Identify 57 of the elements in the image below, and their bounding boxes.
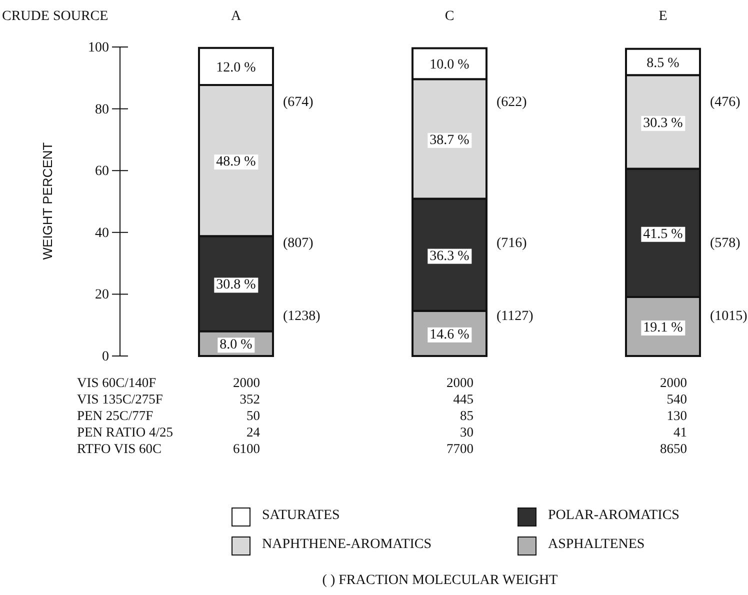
text: VIS 135C/275F bbox=[77, 392, 164, 406]
legend-label: SATURATES bbox=[262, 508, 340, 523]
data-label: 10.0 % bbox=[430, 58, 470, 73]
annotation: (1238) bbox=[283, 309, 321, 324]
annotation: (1127) bbox=[496, 309, 534, 324]
data-label: 36.3 % bbox=[430, 248, 470, 264]
text: 85 bbox=[460, 408, 474, 423]
data-label: 41.5 % bbox=[643, 226, 684, 242]
data-label: 14.6 % bbox=[430, 327, 470, 342]
data-label: 12.0 % bbox=[216, 60, 256, 76]
text: 540 bbox=[666, 392, 688, 406]
text: 445 bbox=[453, 392, 474, 406]
data-label: 48.9 % bbox=[216, 154, 256, 170]
data-label: 8.5 % bbox=[646, 56, 680, 71]
y-tick-label: 80 bbox=[95, 102, 109, 118]
x-tick-label: E bbox=[658, 9, 668, 24]
y-tick-label: 60 bbox=[95, 164, 109, 180]
y-tick-label: 20 bbox=[95, 288, 109, 303]
text: 2000 bbox=[446, 375, 474, 390]
x-tick-label: A bbox=[230, 9, 242, 24]
text: RTFO VIS 60C bbox=[77, 441, 162, 456]
x-tick-label: C bbox=[444, 9, 454, 24]
y-tick-label: 0 bbox=[102, 349, 109, 364]
text: 50 bbox=[246, 408, 260, 423]
text: PEN RATIO 4/25 bbox=[77, 424, 174, 440]
legend-label: ASPHALTENES bbox=[548, 537, 645, 552]
text: 30 bbox=[460, 424, 474, 440]
text: 6100 bbox=[233, 441, 260, 456]
text: 24 bbox=[246, 424, 260, 440]
data-label: 30.8 % bbox=[216, 278, 256, 293]
text: 41 bbox=[674, 424, 687, 440]
data-label: 19.1 % bbox=[643, 320, 684, 336]
text: CRUDE SOURCE bbox=[2, 9, 108, 24]
legend-label: POLAR-AROMATICS bbox=[548, 508, 680, 523]
text: 130 bbox=[666, 408, 688, 423]
text: 8650 bbox=[660, 441, 688, 456]
annotation: (1015) bbox=[710, 309, 748, 324]
y-tick-label: 100 bbox=[88, 40, 109, 56]
annotation: (578) bbox=[710, 236, 741, 251]
y-axis-title: WEIGHT PERCENT bbox=[40, 142, 55, 260]
data-label: 8.0 % bbox=[220, 338, 253, 353]
annotation: (622) bbox=[496, 95, 528, 110]
data-label: 38.7 % bbox=[430, 132, 470, 148]
text: 2000 bbox=[233, 375, 260, 390]
y-tick-label: 40 bbox=[95, 226, 109, 241]
legend-label: NAPHTHENE-AROMATICS bbox=[262, 537, 432, 552]
data-label: 30.3 % bbox=[643, 116, 684, 131]
annotation: (716) bbox=[496, 236, 528, 251]
text: 352 bbox=[240, 392, 260, 406]
text: 2000 bbox=[660, 375, 688, 390]
text: PEN 25C/77F bbox=[77, 408, 154, 423]
text: ( ) FRACTION MOLECULAR WEIGHT bbox=[322, 573, 558, 588]
text: 7700 bbox=[446, 441, 474, 456]
annotation: (674) bbox=[283, 95, 314, 110]
text: VIS 60C/140F bbox=[77, 375, 157, 390]
annotation: (807) bbox=[283, 236, 314, 251]
annotation: (476) bbox=[710, 95, 741, 110]
